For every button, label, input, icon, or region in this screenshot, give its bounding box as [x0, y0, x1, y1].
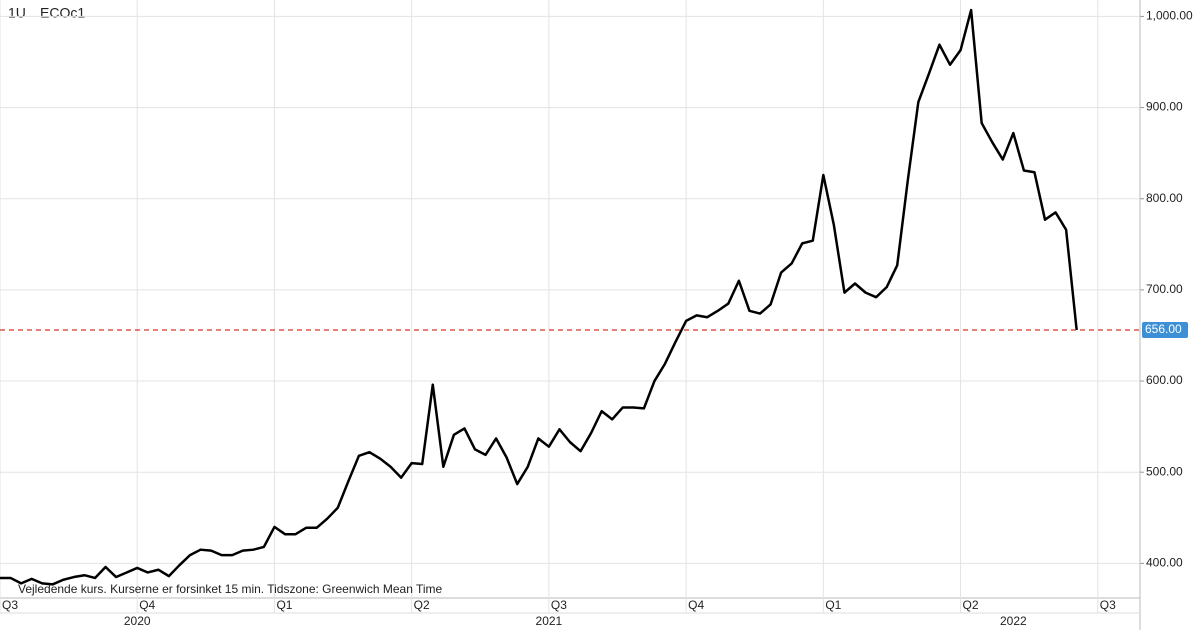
x-tick-label: Q4 — [688, 598, 704, 612]
y-tick-label: 800.00 — [1146, 191, 1183, 205]
last-value-label: 656.00 — [1145, 322, 1182, 336]
last-value-badge — [1142, 321, 1188, 338]
x-tick-label: Q3 — [2, 598, 18, 612]
y-tick-label: 400.00 — [1146, 556, 1183, 570]
y-tick-label: 900.00 — [1146, 100, 1183, 114]
x-tick-label: Q1 — [276, 598, 292, 612]
x-tick-label: Q2 — [963, 598, 979, 612]
interval: 1U — [8, 5, 26, 21]
y-tick-label: 600.00 — [1146, 373, 1183, 387]
x-tick-label: Q1 — [825, 598, 841, 612]
footnote: Vejledende kurs. Kurserne er forsinket 1… — [18, 582, 443, 596]
year-label: 2021 — [536, 614, 563, 628]
x-tick-label: Q3 — [551, 598, 567, 612]
year-label: 2022 — [1000, 614, 1027, 628]
x-tick-label: Q4 — [139, 598, 155, 612]
year-label: 2020 — [124, 614, 151, 628]
price-line — [0, 8, 1078, 586]
y-tick-label: 500.00 — [1146, 464, 1183, 478]
symbol: ECOc1 — [40, 5, 85, 21]
x-tick-label: Q3 — [1100, 598, 1116, 612]
y-tick-label: 700.00 — [1146, 282, 1183, 296]
y-tick-label: 1,000.00 — [1146, 9, 1193, 23]
x-tick-label: Q2 — [414, 598, 430, 612]
